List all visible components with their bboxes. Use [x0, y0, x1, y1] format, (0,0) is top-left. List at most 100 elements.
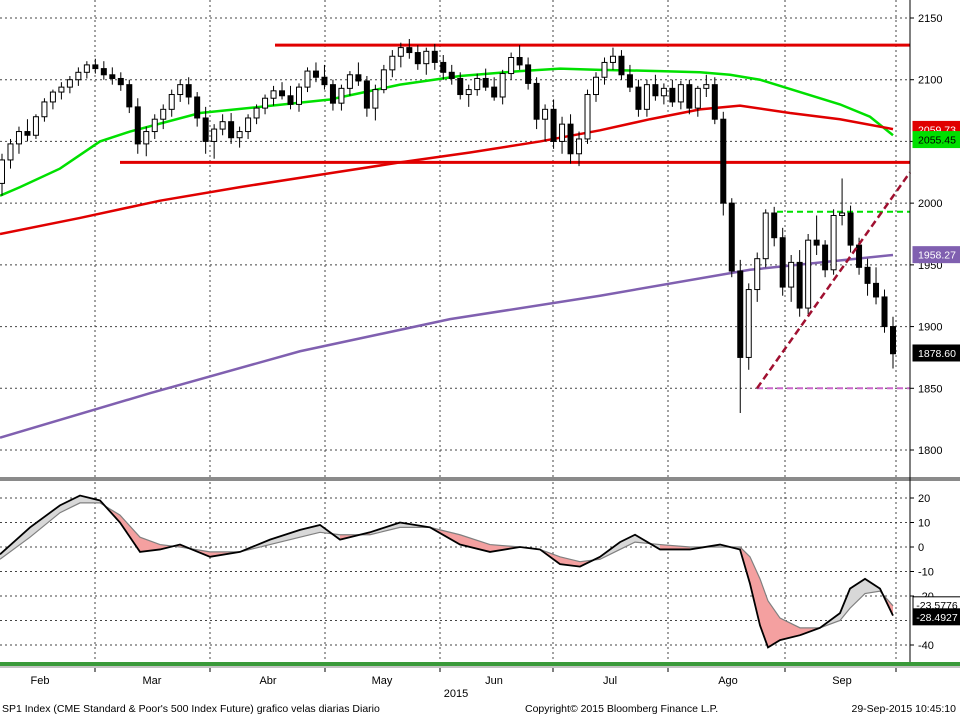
- candle: [440, 55, 447, 80]
- oscillator-line: [0, 494, 894, 649]
- candle: [41, 98, 48, 122]
- candle-body-down: [185, 84, 192, 98]
- candle: [686, 79, 693, 115]
- candle: [635, 79, 642, 117]
- candle: [864, 258, 871, 296]
- candle-body-down: [669, 87, 676, 103]
- candle-body-down: [406, 47, 413, 54]
- candle-body-up: [75, 71, 82, 81]
- candle: [338, 84, 345, 111]
- candle: [355, 62, 362, 86]
- candle-body-up: [32, 116, 39, 136]
- price-label: 1958.27: [912, 246, 960, 264]
- y-tick-label: 2150: [918, 13, 942, 25]
- candle-body-up: [15, 131, 22, 145]
- candle: [788, 254, 795, 302]
- candle: [202, 106, 209, 154]
- y-tick-label: -10: [918, 567, 934, 579]
- candle-body-up: [58, 86, 65, 93]
- candle-body-up: [143, 131, 150, 145]
- candle-body-up: [397, 47, 404, 57]
- candle-body-down: [312, 70, 319, 78]
- candle-body-up: [542, 108, 549, 120]
- candle: [474, 73, 481, 96]
- x-year-label: 2015: [444, 688, 468, 700]
- candle-body-up: [754, 258, 761, 291]
- x-tick-label: Feb: [31, 675, 50, 687]
- y-tick-label: -40: [918, 640, 934, 652]
- candle-body-down: [737, 270, 744, 358]
- candle: [236, 126, 243, 148]
- price-label-box: [912, 246, 960, 264]
- candle: [304, 67, 311, 93]
- candle: [143, 126, 150, 157]
- candle: [177, 79, 184, 102]
- candle: [346, 71, 353, 96]
- candle-body-up: [423, 50, 430, 65]
- candle: [372, 84, 379, 121]
- candle: [49, 89, 56, 110]
- oscillator-fill: [865, 578, 880, 594]
- candle-body-up: [677, 84, 684, 103]
- candle: [711, 77, 718, 125]
- candle-body-up: [805, 239, 812, 309]
- candle-body-up: [839, 212, 846, 216]
- candle-body-down: [635, 86, 642, 110]
- candle-body-down: [686, 84, 693, 109]
- candle-body-down: [618, 55, 625, 76]
- candle-body-up: [694, 87, 701, 109]
- candle-body-up: [762, 212, 769, 260]
- y-tick-label: 0: [918, 542, 924, 554]
- x-tick-label: Jun: [485, 675, 503, 687]
- y-tick-label: 10: [918, 518, 930, 530]
- candle: [389, 50, 396, 78]
- candle-body-up: [474, 77, 481, 91]
- price-label: 1878.60: [912, 344, 960, 362]
- candle: [406, 38, 413, 59]
- oscillator-fill: [0, 527, 30, 560]
- candle: [516, 45, 523, 70]
- candle: [626, 64, 633, 93]
- footer: SP1 Index (CME Standard & Poor's 500 Ind…: [0, 700, 960, 720]
- candle-body-up: [219, 121, 226, 130]
- candle: [508, 52, 515, 80]
- candle-body-down: [873, 282, 880, 298]
- candle: [423, 47, 430, 75]
- candle-body-up: [830, 214, 837, 271]
- candle: [720, 111, 727, 216]
- oscillator-fill: [270, 529, 300, 545]
- candle: [694, 85, 701, 117]
- candle: [58, 82, 65, 100]
- candle: [491, 77, 498, 101]
- y-tick-label: 1850: [918, 383, 942, 395]
- price-labels: 2059.732055.451958.271878.60-23.5776-28.…: [912, 120, 960, 626]
- candle-body-down: [525, 64, 532, 84]
- candle-body-up: [236, 131, 243, 139]
- chart-area: 1800185019001950200020502100215020100-10…: [0, 0, 960, 700]
- trend-line: [755, 171, 912, 390]
- candle: [262, 94, 269, 115]
- candle-body-down: [279, 90, 286, 97]
- candle-body-down: [652, 84, 659, 97]
- candle-body-down: [287, 95, 294, 105]
- candle-body-down: [890, 326, 896, 355]
- candle: [559, 116, 566, 154]
- candle: [847, 205, 854, 253]
- candle-body-down: [355, 74, 362, 82]
- moving-average-line: [0, 104, 894, 236]
- y-tick-label: 1900: [918, 322, 942, 334]
- candle: [762, 209, 769, 268]
- candle: [499, 69, 506, 105]
- candle: [0, 153, 5, 196]
- candle: [253, 104, 260, 125]
- candle-body-up: [304, 70, 311, 88]
- oscillator-fill: [120, 515, 140, 552]
- candle: [448, 64, 455, 85]
- candle: [830, 209, 837, 275]
- candle: [228, 113, 235, 144]
- candle: [754, 252, 761, 302]
- candle: [779, 227, 786, 296]
- oscillator-fill: [768, 600, 780, 648]
- candle: [270, 85, 277, 106]
- oscillator-fill: [780, 618, 800, 641]
